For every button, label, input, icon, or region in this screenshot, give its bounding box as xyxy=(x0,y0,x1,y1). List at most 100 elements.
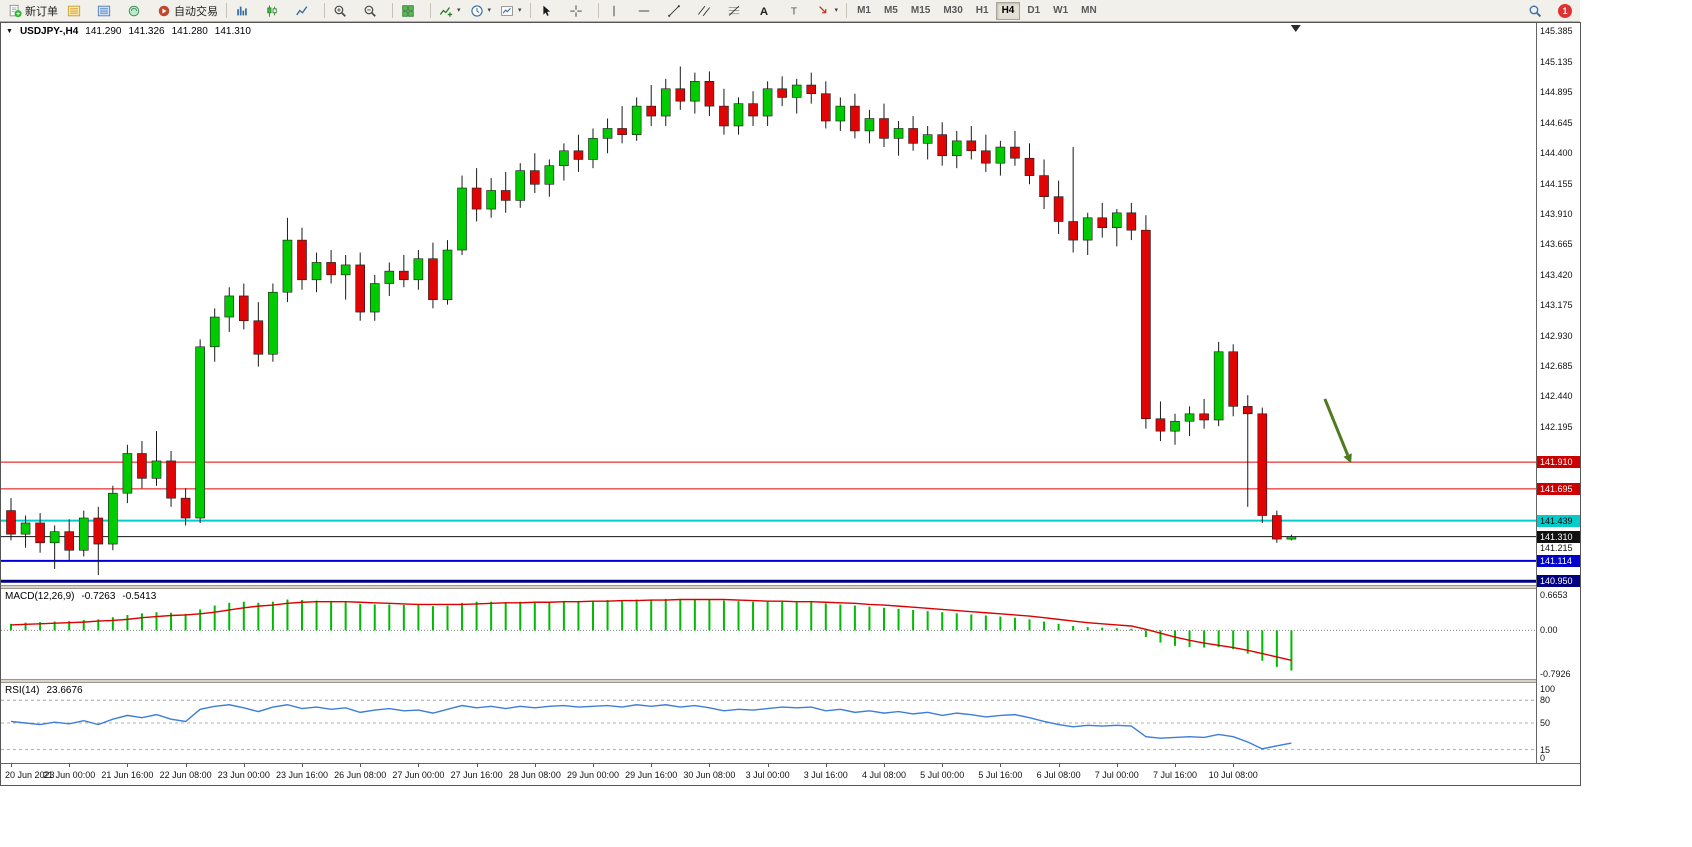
symbol-period-label: USDJPY-,H4 xyxy=(19,26,79,37)
bar-chart-button[interactable] xyxy=(231,0,260,21)
search-button[interactable] xyxy=(1524,0,1553,21)
macd-panel[interactable]: MACD(12,26,9) -0.7263 -0.5413 xyxy=(1,589,1536,679)
price-tick-label: 142.930 xyxy=(1540,330,1573,341)
arrows-button[interactable]: ▾ xyxy=(813,0,843,21)
autotrading-button-label: 自动交易 xyxy=(174,5,218,18)
time-label: 29 Jun 16:00 xyxy=(625,770,678,780)
indicators-button[interactable]: ▾ xyxy=(435,0,465,21)
time-label: 21 Jun 00:00 xyxy=(43,770,96,780)
indicators-icon xyxy=(439,4,453,18)
text-label-button[interactable]: T xyxy=(783,0,812,21)
zoom-in-button[interactable] xyxy=(329,0,358,21)
one-click-trading-toggle-icon[interactable]: ▼ xyxy=(6,28,13,35)
timeframe-m1-button[interactable]: M1 xyxy=(857,5,871,16)
toolbar-separator xyxy=(529,3,531,18)
new-order-button[interactable]: 新订单 xyxy=(4,0,62,21)
rsi-panel[interactable]: RSI(14) 23.6676 xyxy=(1,683,1536,763)
horizontal-line-button[interactable] xyxy=(633,0,662,21)
text-button[interactable]: A xyxy=(753,0,782,21)
trendline-icon xyxy=(667,4,681,18)
time-tick xyxy=(651,764,653,767)
periods-button[interactable]: ▾ xyxy=(466,0,496,21)
autotrading-button[interactable]: 自动交易 xyxy=(153,0,222,21)
time-tick xyxy=(534,764,536,767)
time-tick xyxy=(942,764,944,767)
rsi-name: RSI(14) xyxy=(5,685,40,696)
market-watch-button[interactable] xyxy=(63,0,92,21)
time-tick xyxy=(243,764,245,767)
time-tick xyxy=(185,764,187,767)
time-tick xyxy=(1233,764,1235,767)
timeframe-w1-button[interactable]: W1 xyxy=(1053,5,1069,16)
crosshair-button[interactable] xyxy=(565,0,594,21)
time-label: 29 Jun 00:00 xyxy=(566,770,620,780)
rsi-canvas[interactable] xyxy=(1,683,1536,763)
timeframe-mn-button[interactable]: MN xyxy=(1081,5,1097,16)
time-label: 7 Jul 00:00 xyxy=(1094,770,1139,780)
macd-main-value: -0.7263 xyxy=(81,591,116,602)
timeframe-m30-button[interactable]: M30 xyxy=(943,5,963,16)
time-scale[interactable]: 20 Jun 2023 21 Jun 00:00 21 Jun 16:00 22 Ju… xyxy=(1,763,1580,785)
panel-splitter[interactable] xyxy=(1,585,1580,589)
timeframe-h4-button[interactable]: H4 xyxy=(995,1,1021,20)
price-scale[interactable]: 145.385 145.135 144.895 144.645 144.400 144.1… xyxy=(1536,23,1580,763)
time-tick xyxy=(418,764,420,767)
resistance-line-141910-price-tag: 141.910 xyxy=(1537,456,1580,469)
price-tick-label: 144.895 xyxy=(1540,86,1573,97)
macd-tick-label: 0.00 xyxy=(1540,625,1558,636)
crosshair-icon xyxy=(569,4,583,18)
time-label: 5 Jul 16:00 xyxy=(978,770,1023,780)
time-tick xyxy=(1058,764,1060,767)
time-tick xyxy=(884,764,885,767)
tile-windows-button[interactable] xyxy=(397,0,426,21)
time-tick xyxy=(825,764,827,767)
time-tick xyxy=(302,764,303,767)
templates-button[interactable]: ▾ xyxy=(496,0,526,21)
time-tick xyxy=(767,764,769,767)
time-label: 28 Jun 08:00 xyxy=(508,770,561,780)
navigator-icon xyxy=(127,4,141,18)
data-window-button[interactable] xyxy=(93,0,122,21)
macd-tick-label: 0.6653 xyxy=(1540,590,1568,600)
time-tick xyxy=(593,764,594,767)
price-tick-label: 143.910 xyxy=(1540,209,1573,220)
line-chart-icon xyxy=(295,4,309,18)
line-chart-button[interactable] xyxy=(291,0,320,21)
price-tick-label: 143.665 xyxy=(1540,239,1573,250)
zoom-out-button[interactable] xyxy=(359,0,388,21)
chart-ohlc-title: ▼ USDJPY-,H4 141.290 141.326 141.280 141… xyxy=(6,26,251,37)
navigator-button[interactable] xyxy=(123,0,152,21)
timeframe-h1-button[interactable]: H1 xyxy=(975,5,989,16)
vline-icon xyxy=(607,4,621,18)
rsi-tick-label: 80 xyxy=(1540,695,1551,706)
time-label: 22 Jun 08:00 xyxy=(159,770,212,780)
price-tick-label: 142.685 xyxy=(1540,361,1573,372)
equidistant-channel-button[interactable] xyxy=(693,0,722,21)
time-tick xyxy=(1175,764,1176,767)
vertical-line-button[interactable] xyxy=(603,0,632,21)
bar-chart-icon xyxy=(235,4,249,18)
candlestick-canvas[interactable] xyxy=(1,23,1536,585)
macd-name: MACD(12,26,9) xyxy=(5,591,75,602)
new-order-icon xyxy=(8,4,22,18)
cursor-button[interactable] xyxy=(535,0,564,21)
macd-tick-label: -0.7926 xyxy=(1540,669,1571,679)
timeframe-m5-button[interactable]: M5 xyxy=(883,5,898,16)
main-chart-panel[interactable]: ▼ USDJPY-,H4 141.290 141.326 141.280 141… xyxy=(1,23,1536,585)
candlestick-chart-button[interactable] xyxy=(261,0,290,21)
fibonacci-button[interactable] xyxy=(723,0,752,21)
zoom-out-icon xyxy=(363,4,377,18)
macd-signal-value: -0.5413 xyxy=(122,591,157,602)
toolbar-separator xyxy=(846,3,848,18)
timeframe-d1-button[interactable]: D1 xyxy=(1027,5,1041,16)
macd-canvas[interactable] xyxy=(1,589,1536,679)
trendline-button[interactable] xyxy=(663,0,692,21)
notifications-badge[interactable]: 1 xyxy=(1558,3,1572,18)
time-label: 30 Jun 08:00 xyxy=(683,770,736,780)
text-icon: A xyxy=(757,4,771,18)
autotrading-icon xyxy=(157,4,171,18)
timeframe-m15-button[interactable]: M15 xyxy=(910,5,931,16)
arrows-icon xyxy=(817,4,831,18)
panel-splitter[interactable] xyxy=(1,679,1580,683)
price-tick-label: 144.155 xyxy=(1540,178,1573,189)
